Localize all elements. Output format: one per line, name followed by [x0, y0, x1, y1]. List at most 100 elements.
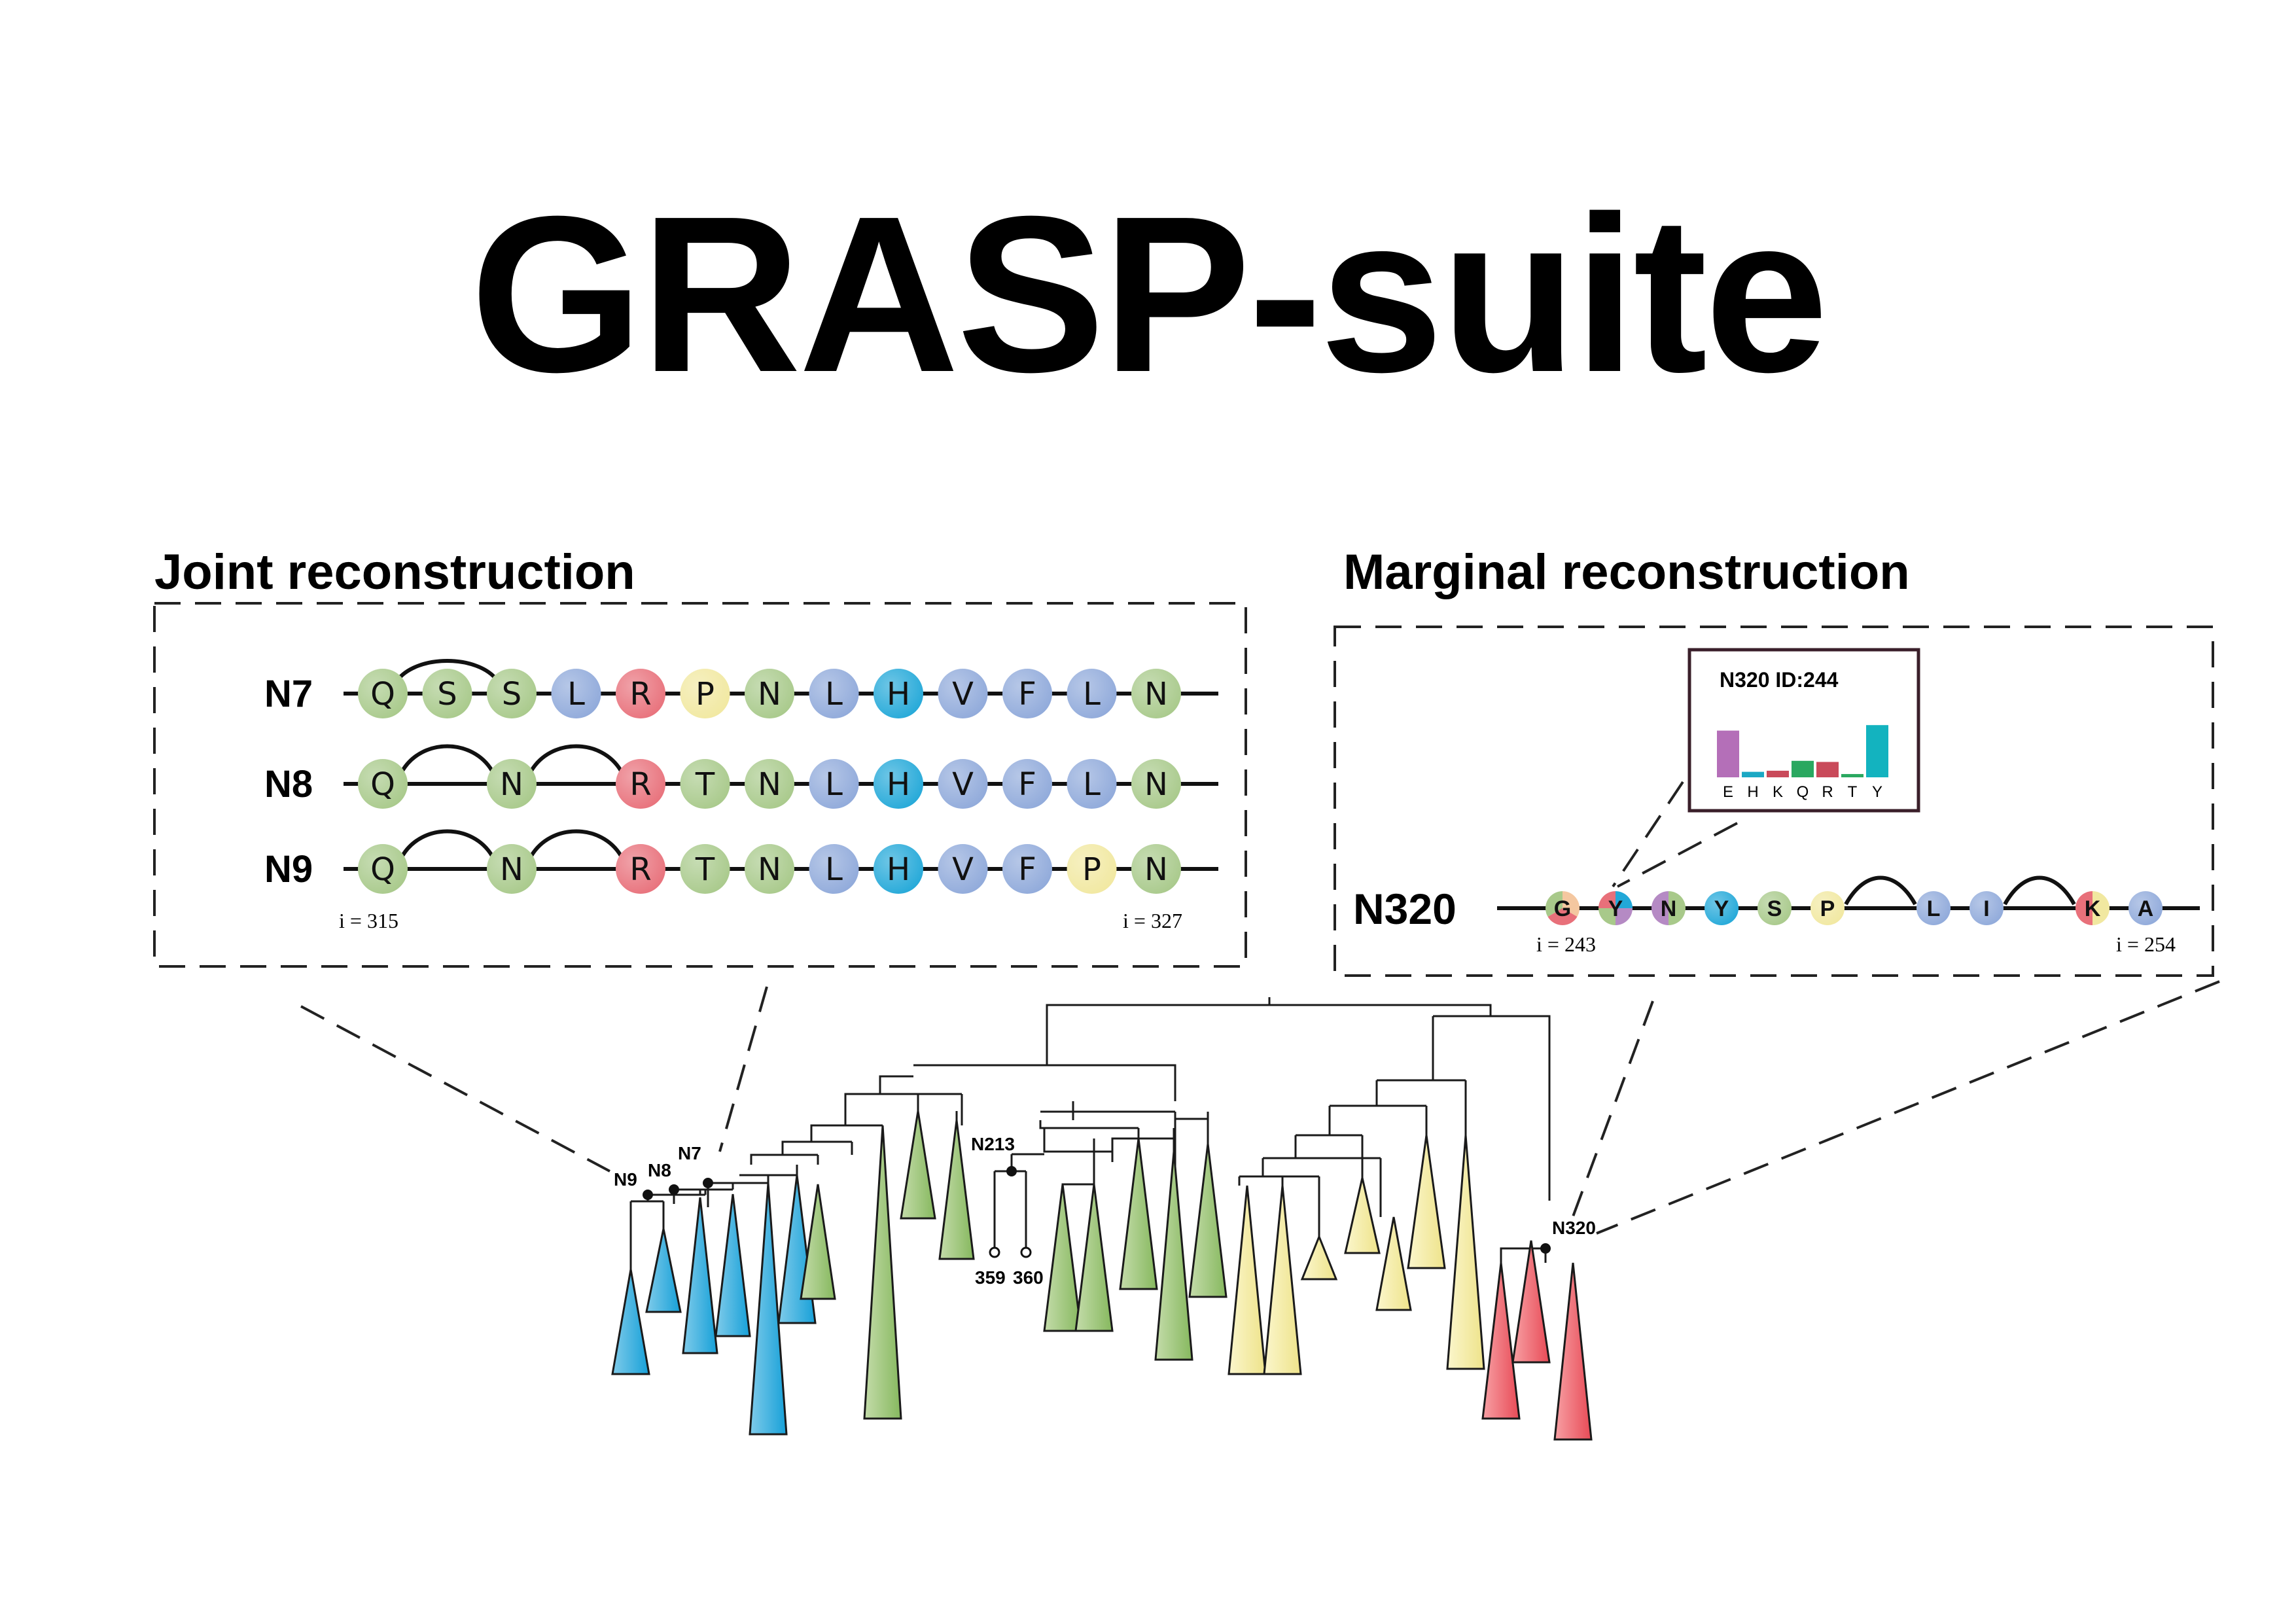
clade-triangle [1188, 1143, 1227, 1298]
marginal-index-start: i = 243 [1536, 932, 1596, 956]
clade-triangle [1154, 1151, 1193, 1361]
histogram-tick: K [1773, 783, 1783, 801]
clade-triangle [800, 1184, 836, 1300]
node-n8 [669, 1184, 679, 1195]
clade-triangle [1300, 1233, 1338, 1280]
zoom-lines [300, 781, 2220, 1235]
joint-row-n9: N9 Q N R T N L H V F P N [264, 829, 1218, 894]
marginal-residue: Y [1704, 891, 1739, 925]
residue-letter: N [758, 766, 781, 803]
node-n9 [643, 1190, 653, 1200]
marginal-residue: P [1810, 891, 1845, 925]
residue-circle [1131, 669, 1181, 718]
marginal-residue: L [1916, 891, 1951, 925]
leaf-359 [989, 1246, 1000, 1258]
residue-circle [2128, 891, 2163, 925]
histogram-tick: E [1723, 783, 1733, 801]
histogram-tick: R [1822, 783, 1833, 801]
residue-letter: Q [370, 851, 395, 888]
residue-letter: P [1820, 896, 1835, 921]
residue-circle [874, 844, 923, 894]
residue-wedge [1616, 891, 1633, 908]
residue-letter: N [500, 851, 523, 888]
residue-letter: L [825, 766, 843, 803]
residue-circle [938, 669, 988, 718]
residue-letter: P [1082, 851, 1101, 888]
residue-letter: S [1767, 896, 1782, 921]
residue-letter: T [695, 851, 715, 888]
clade-triangle [1263, 1185, 1302, 1375]
residue-circle [1969, 891, 2004, 925]
clade-triangle [1407, 1135, 1446, 1269]
marginal-index-end: i = 254 [2116, 932, 2176, 956]
tree-clades [611, 1110, 1593, 1441]
residue-letter: A [2138, 896, 2154, 921]
residue-letter: Q [370, 676, 395, 713]
clade-triangle [1043, 1184, 1082, 1332]
residue-circle [745, 669, 794, 718]
clade-triangle [1119, 1138, 1158, 1290]
marginal-sequence-row: N320 G Y N Y S P L I K Ai = 243 i = 254 [1353, 875, 2200, 956]
joint-sequence-rows: N7 Q S S L R P N L H V F L N N8 Q N R T N L H V F L N N9 Q N R T N L H V F P… [264, 659, 1218, 932]
residue-circle [874, 669, 923, 718]
node-label-n213: N213 [971, 1134, 1015, 1154]
histogram-bar [1841, 773, 1863, 777]
clade-triangle [900, 1110, 936, 1220]
residue-circle [1131, 844, 1181, 894]
residue-circle [1704, 891, 1739, 925]
marginal-residue: K [2075, 891, 2110, 925]
residue-letter: N [758, 676, 781, 713]
histogram-tick: Q [1797, 783, 1809, 801]
residue-wedge [1598, 908, 1616, 925]
residue-circle [745, 844, 794, 894]
residue-letter: G [1554, 896, 1571, 921]
tree-nodes [643, 1166, 1551, 1258]
residue-wedge [1651, 891, 1669, 925]
residue-circle [616, 844, 665, 894]
residue-circle [809, 759, 859, 809]
residue-letter: P [696, 676, 715, 713]
residue-wedge [1545, 891, 1563, 917]
residue-wedge [1616, 908, 1633, 925]
joint-row-n7: N7 Q S S L R P N L H V F L N [264, 659, 1218, 718]
residue-letter: N [1144, 676, 1168, 713]
residue-letter: L [1083, 766, 1101, 803]
residue-circle [616, 669, 665, 718]
gap-link [400, 829, 494, 857]
residue-letter: H [887, 851, 910, 888]
clade-triangle [715, 1193, 751, 1337]
joint-index-start: i = 315 [339, 909, 398, 932]
gap-link [400, 744, 494, 772]
residue-circle [745, 759, 794, 809]
marginal-residue: N [1651, 891, 1686, 925]
residue-circle [1810, 891, 1845, 925]
residue-letter: L [1083, 676, 1101, 713]
residue-circle [680, 759, 730, 809]
clade-triangle [938, 1120, 975, 1260]
residue-circle [487, 759, 537, 809]
gap-link [529, 829, 623, 857]
row-label: N8 [264, 763, 313, 805]
residue-letter: N [1144, 851, 1168, 888]
marginal-residue: G [1545, 891, 1580, 925]
residue-letter: H [887, 766, 910, 803]
clade-triangle [1375, 1216, 1412, 1311]
clade-triangle [1553, 1262, 1593, 1441]
residue-letter: I [1983, 896, 1989, 921]
residue-letter: V [952, 851, 974, 888]
clade-triangle [682, 1197, 718, 1354]
joint-row-n8: N8 Q N R T N L H V F L N [264, 744, 1218, 809]
residue-letter: Y [1714, 896, 1729, 921]
residue-circle [1002, 669, 1052, 718]
residue-circle [680, 669, 730, 718]
residue-letter: L [825, 676, 843, 713]
histogram-tick: Y [1872, 783, 1882, 801]
residue-wedge [2075, 891, 2093, 925]
residue-letter: N [1144, 766, 1168, 803]
residue-circle [1002, 759, 1052, 809]
node-label-n320: N320 [1552, 1218, 1596, 1238]
residue-letter: N [500, 766, 523, 803]
residue-letter: F [1018, 766, 1036, 803]
